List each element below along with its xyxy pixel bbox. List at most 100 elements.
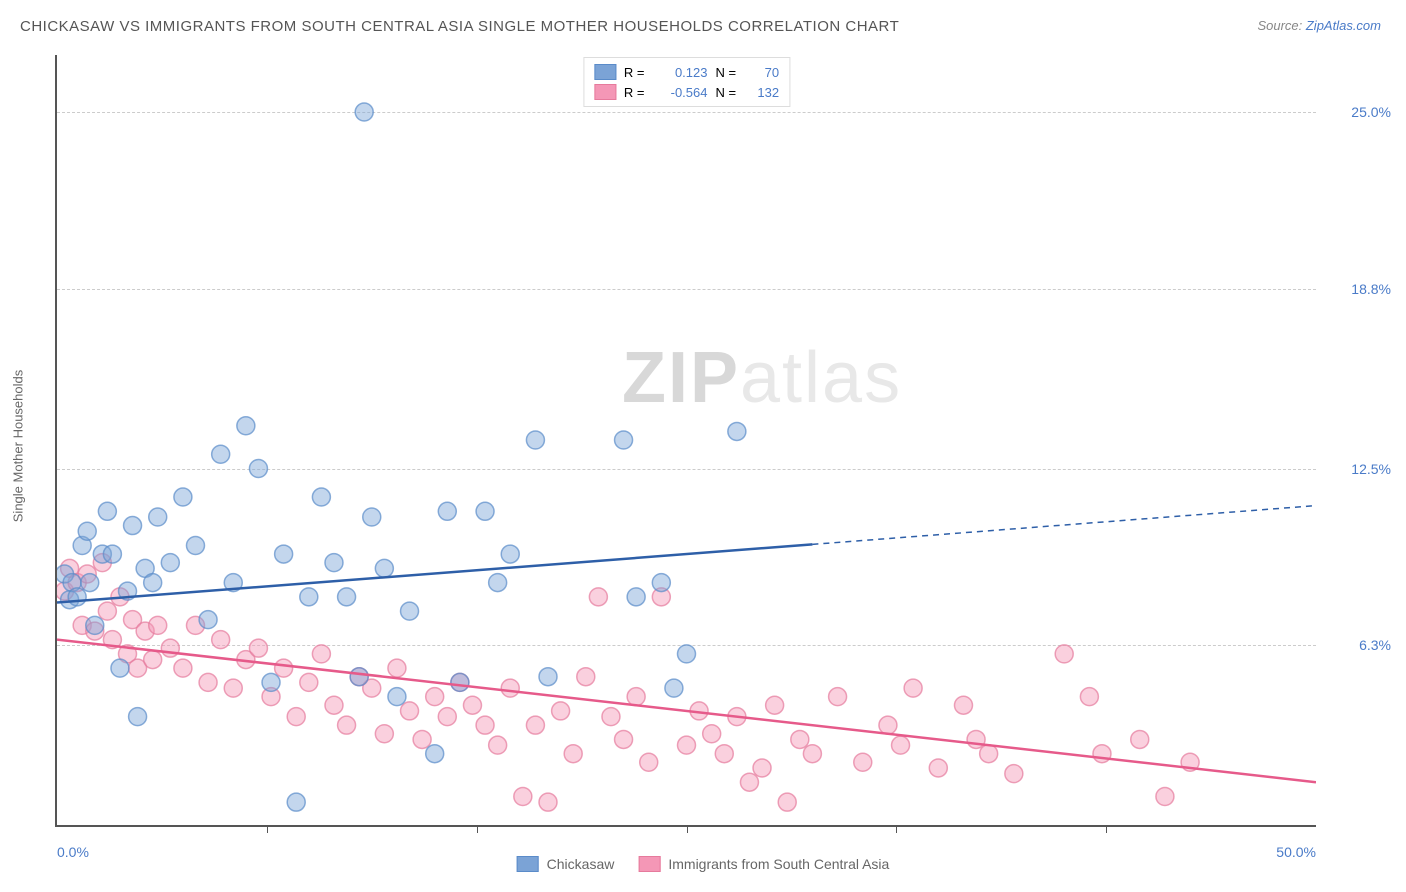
scatter-point: [954, 696, 972, 714]
legend-bottom-swatch-1: [638, 856, 660, 872]
scatter-point: [275, 545, 293, 563]
legend-item-1: Immigrants from South Central Asia: [638, 856, 889, 872]
scatter-point: [879, 716, 897, 734]
scatter-point: [1080, 688, 1098, 706]
scatter-point: [350, 668, 368, 686]
scatter-point: [552, 702, 570, 720]
scatter-point: [665, 679, 683, 697]
scatter-point: [892, 736, 910, 754]
n-label: N =: [716, 85, 737, 100]
scatter-point: [98, 502, 116, 520]
scatter-point: [526, 716, 544, 734]
scatter-point: [355, 103, 373, 121]
scatter-point: [564, 745, 582, 763]
scatter-point: [312, 645, 330, 663]
scatter-point: [929, 759, 947, 777]
scatter-point: [325, 696, 343, 714]
scatter-point: [300, 673, 318, 691]
scatter-point: [199, 673, 217, 691]
scatter-point: [249, 639, 267, 657]
scatter-point: [678, 645, 696, 663]
correlation-legend: R = 0.123 N = 70 R = -0.564 N = 132: [583, 57, 790, 107]
scatter-point: [967, 730, 985, 748]
scatter-point: [678, 736, 696, 754]
scatter-point: [463, 696, 481, 714]
scatter-point: [275, 659, 293, 677]
scatter-point: [174, 659, 192, 677]
scatter-point: [363, 508, 381, 526]
x-tick: [1106, 825, 1107, 833]
r-label: R =: [624, 85, 645, 100]
y-tick-label: 12.5%: [1351, 461, 1391, 477]
scatter-point: [149, 616, 167, 634]
y-tick-label: 6.3%: [1359, 637, 1391, 653]
scatter-point: [1055, 645, 1073, 663]
scatter-point: [602, 708, 620, 726]
legend-item-0: Chickasaw: [517, 856, 615, 872]
x-tick: [477, 825, 478, 833]
source-link[interactable]: ZipAtlas.com: [1306, 18, 1381, 33]
legend-bottom-label-1: Immigrants from South Central Asia: [668, 856, 889, 872]
scatter-point: [829, 688, 847, 706]
legend-bottom-swatch-0: [517, 856, 539, 872]
scatter-point: [124, 517, 142, 535]
legend-row-series-0: R = 0.123 N = 70: [594, 62, 779, 82]
scatter-point: [652, 574, 670, 592]
scatter-point: [615, 431, 633, 449]
scatter-point: [1093, 745, 1111, 763]
scatter-point: [161, 639, 179, 657]
scatter-point: [1156, 787, 1174, 805]
scatter-point: [186, 537, 204, 555]
n-value-0: 70: [744, 65, 779, 80]
scatter-point: [426, 745, 444, 763]
scatter-point: [129, 708, 147, 726]
series-legend: Chickasaw Immigrants from South Central …: [517, 856, 890, 872]
chart-plot-area: ZIPatlas R = 0.123 N = 70 R = -0.564 N =…: [55, 55, 1316, 827]
scatter-point: [526, 431, 544, 449]
r-value-1: -0.564: [653, 85, 708, 100]
scatter-point: [489, 736, 507, 754]
chart-title: CHICKASAW VS IMMIGRANTS FROM SOUTH CENTR…: [20, 18, 899, 35]
legend-bottom-label-0: Chickasaw: [547, 856, 615, 872]
scatter-point: [401, 702, 419, 720]
scatter-point: [589, 588, 607, 606]
scatter-point: [615, 730, 633, 748]
scatter-svg: [57, 55, 1316, 825]
scatter-point: [78, 522, 96, 540]
scatter-point: [212, 631, 230, 649]
y-tick-label: 25.0%: [1351, 104, 1391, 120]
x-tick-label: 50.0%: [1276, 844, 1316, 860]
n-value-1: 132: [744, 85, 779, 100]
scatter-point: [262, 673, 280, 691]
trend-line-extrapolated: [812, 506, 1316, 545]
scatter-point: [640, 753, 658, 771]
scatter-point: [338, 716, 356, 734]
scatter-point: [489, 574, 507, 592]
scatter-point: [388, 659, 406, 677]
scatter-point: [740, 773, 758, 791]
scatter-point: [627, 688, 645, 706]
source-label: Source:: [1257, 18, 1305, 33]
scatter-point: [1131, 730, 1149, 748]
scatter-point: [854, 753, 872, 771]
scatter-point: [401, 602, 419, 620]
scatter-point: [904, 679, 922, 697]
scatter-point: [539, 668, 557, 686]
scatter-point: [438, 708, 456, 726]
scatter-point: [803, 745, 821, 763]
x-tick-label: 0.0%: [57, 844, 89, 860]
y-axis-label: Single Mother Households: [11, 370, 26, 522]
scatter-point: [703, 725, 721, 743]
legend-swatch-0: [594, 64, 616, 80]
scatter-point: [791, 730, 809, 748]
scatter-point: [514, 787, 532, 805]
scatter-point: [287, 793, 305, 811]
n-label: N =: [716, 65, 737, 80]
scatter-point: [476, 502, 494, 520]
scatter-point: [438, 502, 456, 520]
r-label: R =: [624, 65, 645, 80]
scatter-point: [237, 417, 255, 435]
scatter-point: [199, 611, 217, 629]
scatter-point: [224, 679, 242, 697]
y-tick-label: 18.8%: [1351, 281, 1391, 297]
